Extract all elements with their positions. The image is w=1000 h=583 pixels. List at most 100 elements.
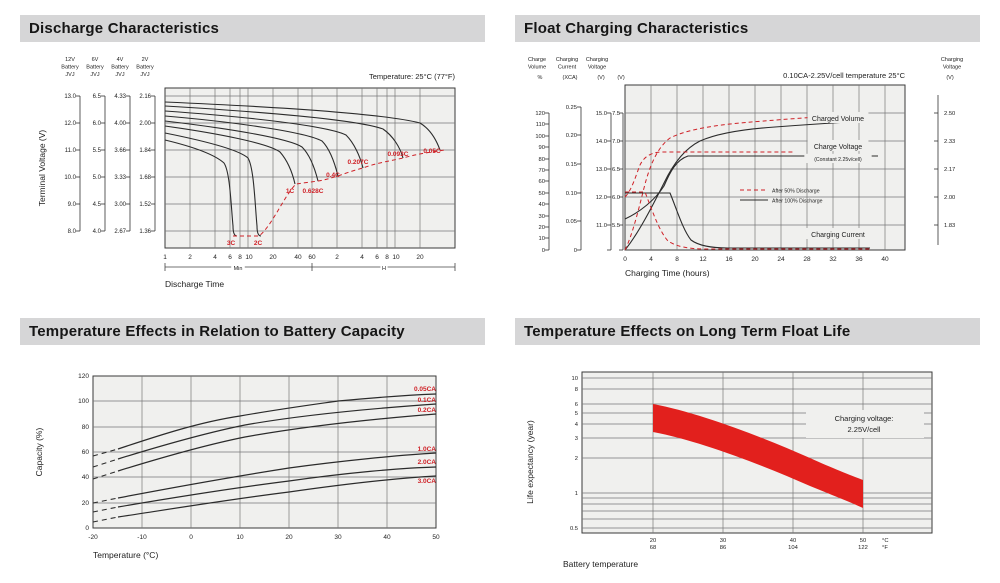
chart-label: 0 [623,256,627,263]
chart-label: -10 [137,534,147,541]
chart-label: 12 [699,256,707,263]
chart-label: 7.5 [612,111,620,117]
chart-label: 1 [575,491,578,497]
panel-header-temp-capacity: Temperature Effects in Relation to Batte… [20,318,485,345]
chart-label: 0.207C [348,159,369,166]
chart-label: 5.0 [93,175,102,181]
chart-label: 68 [650,545,656,551]
chart-label: 15.0 [596,111,607,117]
chart-label: 6V [92,57,99,63]
chart-label: (V) [946,75,954,81]
chart-label: 8 [675,256,679,263]
chart-label: Voltage [588,65,606,71]
chart-label: JVJ [65,72,74,78]
chart-label: 4.0 [93,229,102,235]
chart-label: 20 [269,254,277,261]
chart-label: 0.15 [566,162,577,168]
chart-label: 86 [720,545,726,551]
temperature-float-life-chart: 10 8 6 5 4 3 2 1 0.5 20 30 40 50 68 86 104 122 °C °F Batter… [510,352,990,577]
chart-label: 3.33 [114,175,126,181]
chart-label: 0.05 [566,219,577,225]
chart-label: 30 [720,538,726,544]
chart-label: 0.628C [303,188,324,195]
chart-label: 40 [383,534,391,541]
chart-label: % [538,75,543,81]
chart-label: 8 [385,254,389,261]
chart-label: 5.5 [612,223,620,229]
x-axis-title: Discharge Time [165,279,224,289]
chart-label: 11.0 [596,223,607,229]
chart-label: 60 [82,449,90,456]
chart-label: 20 [285,534,293,541]
chart-label: 1.0CA [418,446,437,453]
chart-label: 20 [539,225,545,231]
chart-label: 1C [286,188,295,195]
chart-label: 2.16 [139,94,151,100]
chart-label: 2.33 [944,139,955,145]
chart-label: 20 [416,254,424,261]
chart-label: 40 [82,474,90,481]
panel-header-temp-float-life: Temperature Effects on Long Term Float L… [515,318,980,345]
chart-label: 0 [85,525,89,532]
chart-label: 2 [575,456,578,462]
chart-label: Charging [586,57,608,63]
chart-label: 8 [238,254,242,261]
chart-label: JVJ [90,72,99,78]
chart-label: 3 [575,436,578,442]
temperature-note: Temperature: 25°C (77°F) [369,72,456,81]
chart-label: 122 [858,545,868,551]
chart-label: Voltage [943,65,961,71]
chart-label: 3.0CA [418,478,437,485]
chart-label: 2 [335,254,339,261]
chart-label: 80 [82,424,90,431]
chart-label: 32 [829,256,837,263]
chart-label: 10.0 [64,175,76,181]
chart-label: 6 [375,254,379,261]
chart-label: 6.5 [612,167,620,173]
chart-label: 4.33 [114,94,126,100]
chart-label: 2.67 [114,229,126,235]
discharge-characteristics-chart: 12V Battery JVJ 6V Battery JVJ 4V Battery JVJ 2V B… [20,48,490,300]
chart-label: 10 [236,534,244,541]
chart-label: 5.5 [93,148,102,154]
chart-label: 13.0 [596,167,607,173]
chart-label: 20 [751,256,759,263]
chart-label: 2.00 [944,195,955,201]
chart-label: 90 [539,145,545,151]
chart-label: Battery [136,65,154,71]
chart-label: 0.1CA [418,397,437,404]
chart-label: Battery [61,65,79,71]
chart-label: 120 [535,111,545,117]
chart-label: 4 [213,254,217,261]
chart-label: 12.0 [64,121,76,127]
y-axis-title: Terminal Voltage (V) [37,130,47,207]
chart-label: 0.4C [326,172,340,179]
chart-label: 2V [142,57,149,63]
chart-label: 70 [539,168,545,174]
charge-voltage-label: Charge Voltage [814,144,862,151]
chart-label: 4 [575,422,579,428]
chart-label: 0.5 [570,526,578,532]
chart-label: 3.00 [114,202,126,208]
chart-label: 10 [572,376,578,382]
chart-label: 0.25 [566,105,577,111]
chart-label: Charging [556,57,578,63]
charging-voltage-note: Charging voltage: [835,414,894,423]
chart-canvas: 120 100 80 60 40 20 0 -20 -10 0 10 20 30 40 50 Capacity… [34,373,440,560]
chart-label: °F [882,545,888,551]
x-axis-title: Temperature (°C) [93,550,158,560]
chart-label: 4 [649,256,653,263]
chart-label: 11.0 [65,148,77,154]
chart-label: 40 [881,256,889,263]
chart-label: 60 [539,179,545,185]
legend-50-discharge: After 50% Discharge [772,189,820,195]
chart-label: 104 [788,545,798,551]
chart-label: Battery [111,65,129,71]
chart-label: (V) [617,75,625,81]
chart-label: 10 [245,254,253,261]
chart-label: 6.0 [612,195,620,201]
chart-label: 40 [539,202,545,208]
chart-label: 0 [542,248,545,254]
chart-label: 2.0CA [418,459,437,466]
